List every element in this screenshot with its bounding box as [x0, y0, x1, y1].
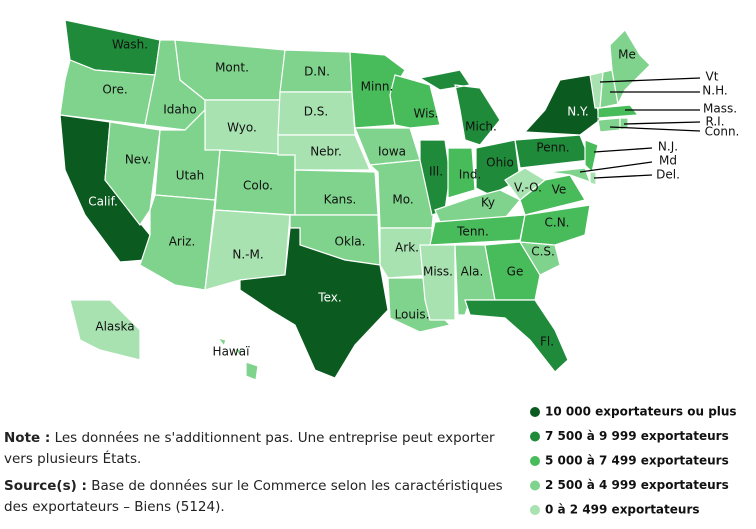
- state-label: N.H.: [702, 84, 727, 98]
- source-text: Base de données sur le Commerce selon le…: [4, 478, 503, 515]
- state-label: Kans.: [324, 193, 357, 207]
- state: [484, 241, 541, 301]
- note-label: Note :: [4, 430, 51, 446]
- state-label: N.J.: [658, 140, 678, 154]
- note-text: Les données ne s'additionnent pas. Une e…: [4, 430, 495, 467]
- state-label: Fl.: [540, 335, 554, 349]
- state-label: Conn.: [705, 125, 740, 139]
- leader-line: [623, 121, 701, 125]
- state-label: Ore.: [102, 83, 127, 97]
- leader-line: [593, 147, 653, 153]
- state: [447, 147, 476, 199]
- state: [504, 167, 547, 201]
- state-label: Miss.: [423, 265, 453, 279]
- legend-label: 5 000 à 7 499 exportateurs: [545, 454, 729, 468]
- state-label: Ill.: [429, 165, 443, 179]
- state-label: Ala.: [461, 265, 484, 279]
- state: [597, 117, 621, 133]
- state: [216, 337, 259, 381]
- state-label: C.S.: [531, 245, 555, 259]
- state-label: Ky: [481, 196, 495, 210]
- state-label: Me: [618, 48, 636, 62]
- state: [139, 194, 216, 291]
- source-label: Source(s) :: [4, 478, 87, 494]
- leader-line: [579, 161, 653, 173]
- state-label: Ind.: [459, 168, 482, 182]
- state-label: N.-M.: [232, 248, 263, 262]
- state-label: Iowa: [378, 145, 406, 159]
- state-label: Ark.: [395, 241, 419, 255]
- state-label: R.I.: [705, 115, 724, 129]
- state-label: Minn.: [361, 80, 394, 94]
- state: [389, 74, 441, 129]
- state: [609, 29, 651, 106]
- state-label: D.S.: [304, 105, 329, 119]
- notes: Note : Les données ne s'additionnent pas…: [4, 428, 504, 524]
- state-label: Ariz.: [169, 235, 196, 249]
- legend-swatch: [530, 431, 540, 442]
- state-label: Hawaï: [213, 345, 251, 359]
- state-label: Mo.: [392, 193, 413, 207]
- state-label: Colo.: [243, 179, 273, 193]
- state-label: Ve: [552, 183, 567, 197]
- state-label: Tenn.: [456, 225, 489, 239]
- state: [379, 227, 433, 279]
- state-label: Md: [659, 154, 677, 168]
- legend-swatch: [530, 407, 540, 417]
- state: [239, 227, 389, 379]
- state-label: Vt: [706, 70, 719, 84]
- leader-lines: [579, 77, 701, 179]
- legend-label: 7 500 à 9 999 exportateurs: [545, 429, 729, 443]
- state-label: Ge: [507, 265, 524, 279]
- state-label: Penn.: [536, 141, 569, 155]
- state: [464, 299, 569, 373]
- state-label: V.-O.: [514, 181, 542, 195]
- state: [69, 299, 141, 361]
- state: [519, 204, 591, 246]
- leader-line: [599, 77, 701, 83]
- state-label: Wis.: [413, 107, 438, 121]
- state: [419, 244, 456, 321]
- state-label: Mass.: [703, 102, 737, 116]
- state-label: N.Y.: [567, 105, 589, 119]
- state-label: D.N.: [304, 65, 330, 79]
- legend-label: 0 à 2 499 exportateurs: [545, 503, 700, 517]
- state-label: Louis.: [395, 308, 430, 322]
- state-label: Del.: [656, 168, 680, 182]
- leader-line: [593, 174, 653, 179]
- state-label: C.N.: [545, 216, 570, 230]
- state-label: Alaska: [95, 320, 134, 334]
- state-label: Nev.: [125, 153, 151, 167]
- state-label: Mont.: [215, 61, 249, 75]
- state: [584, 139, 599, 174]
- state-label: Calif.: [88, 195, 118, 209]
- note: Note : Les données ne s'additionnent pas…: [4, 428, 504, 470]
- legend-swatch: [530, 480, 540, 491]
- state-label: Okla.: [335, 235, 366, 249]
- legend-label: 10 000 exportateurs ou plus: [545, 405, 737, 419]
- leader-line: [609, 126, 701, 132]
- state-label: Nebr.: [310, 145, 342, 159]
- state-label: Wyo.: [227, 121, 257, 135]
- state-label: Tex.: [317, 291, 341, 305]
- state-label: Wash.: [112, 38, 148, 52]
- state: [418, 69, 501, 146]
- state: [104, 121, 161, 227]
- legend-swatch: [530, 505, 540, 515]
- state-label: Mich.: [465, 120, 497, 134]
- state: [589, 171, 597, 186]
- state-label: Idaho: [163, 103, 196, 117]
- legend-swatch: [530, 456, 540, 466]
- state: [597, 104, 640, 119]
- source: Source(s) : Base de données sur le Comme…: [4, 476, 504, 518]
- states: [59, 19, 651, 381]
- legend-label: 2 500 à 4 999 exportateurs: [545, 478, 729, 492]
- state-label: Utah: [176, 169, 204, 183]
- labels: Wash. Ore. Calif. Nev. Idaho Mont. Wyo. Utah Ari…: [88, 38, 739, 359]
- state-label: Ohio: [486, 156, 514, 170]
- legend: 10 000 exportateurs ou plus 7 500 à 9 999…: [530, 405, 737, 517]
